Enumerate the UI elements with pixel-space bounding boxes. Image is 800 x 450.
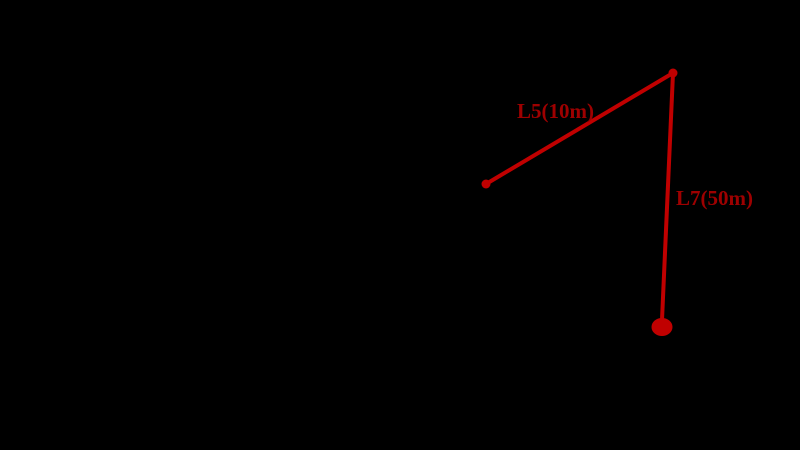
node-terminal [651, 318, 673, 336]
node-junction [668, 68, 678, 78]
link-label-L7: L7(50m) [676, 186, 753, 210]
link-line-L5 [484, 71, 675, 186]
node-l5-endpoint [481, 179, 491, 189]
link-line-L7 [660, 72, 675, 321]
link-label-L5: L5(10m) [517, 99, 594, 123]
